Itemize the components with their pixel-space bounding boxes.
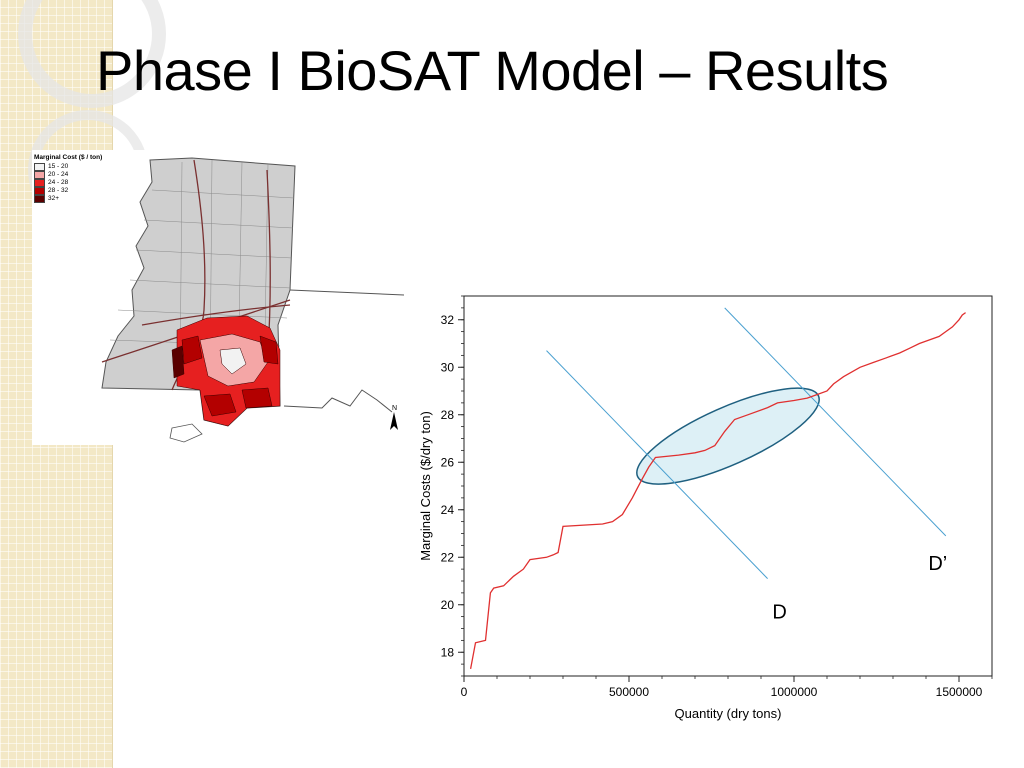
chart-svg: 18 20 22 24 26 28 30 32 0 500000 1000000 1500000 Qua… [418,295,993,721]
y-tick-label: 30 [441,360,455,374]
x-axis-label: Quantity (dry tons) [675,706,782,721]
legend-swatch [34,163,45,171]
y-axis-label: Marginal Costs ($/dry ton) [418,411,433,561]
map-svg: N [101,157,404,443]
north-arrow-icon [390,412,398,430]
demand-line-label: D’ [928,553,947,575]
legend-item: 15 - 20 [34,163,102,171]
legend-item: 24 - 28 [34,179,102,187]
legend-label: 24 - 28 [48,179,69,186]
coast-island-shape [169,423,203,443]
x-tick-label: 1500000 [936,685,983,699]
demand-line [546,350,768,579]
y-tick-label: 24 [441,503,455,517]
supply-curve-line [469,312,966,670]
y-tick-label: 32 [441,313,455,327]
y-tick-label: 20 [441,598,455,612]
legend-swatch [34,171,45,179]
legend-swatch [34,179,45,187]
slide-title: Phase I BioSAT Model – Results [96,39,889,102]
y-tick-label: 22 [441,550,455,564]
legend-item: 28 - 32 [34,187,102,195]
legend-title: Marginal Cost ($ / ton) [34,154,103,161]
highlight-ellipse [636,387,820,485]
map-legend: Marginal Cost ($ / ton) 15 - 20 20 - 24 24… [34,154,102,203]
marginal-cost-chart: 18 20 22 24 26 28 30 32 0 500000 1000000 1500000 Qua… [408,286,1008,736]
legend-item: 20 - 24 [34,171,102,179]
y-tick-label: 28 [441,408,455,422]
marginal-cost-map: N Marginal Cost ($ / ton) 15 - 20 20 - 24… [32,150,404,445]
y-tick-label: 18 [441,645,455,659]
high-cost-region [171,315,281,427]
north-arrow-label: N [392,405,397,412]
legend-label: 32+ [48,195,60,202]
plot-area [463,295,993,677]
legend-swatch [34,195,45,203]
x-tick-label: 1000000 [771,685,818,699]
demand-line-label: D [772,602,786,624]
x-tick-label: 500000 [609,685,649,699]
legend-swatch [34,187,45,195]
legend-label: 20 - 24 [48,171,69,178]
coastline-shape [283,289,404,413]
legend-label: 28 - 32 [48,187,69,194]
legend-item: 32+ [34,195,102,203]
y-tick-label: 26 [441,455,455,469]
legend-label: 15 - 20 [48,163,69,170]
demand-line [724,307,947,537]
x-tick-label: 0 [461,685,468,699]
